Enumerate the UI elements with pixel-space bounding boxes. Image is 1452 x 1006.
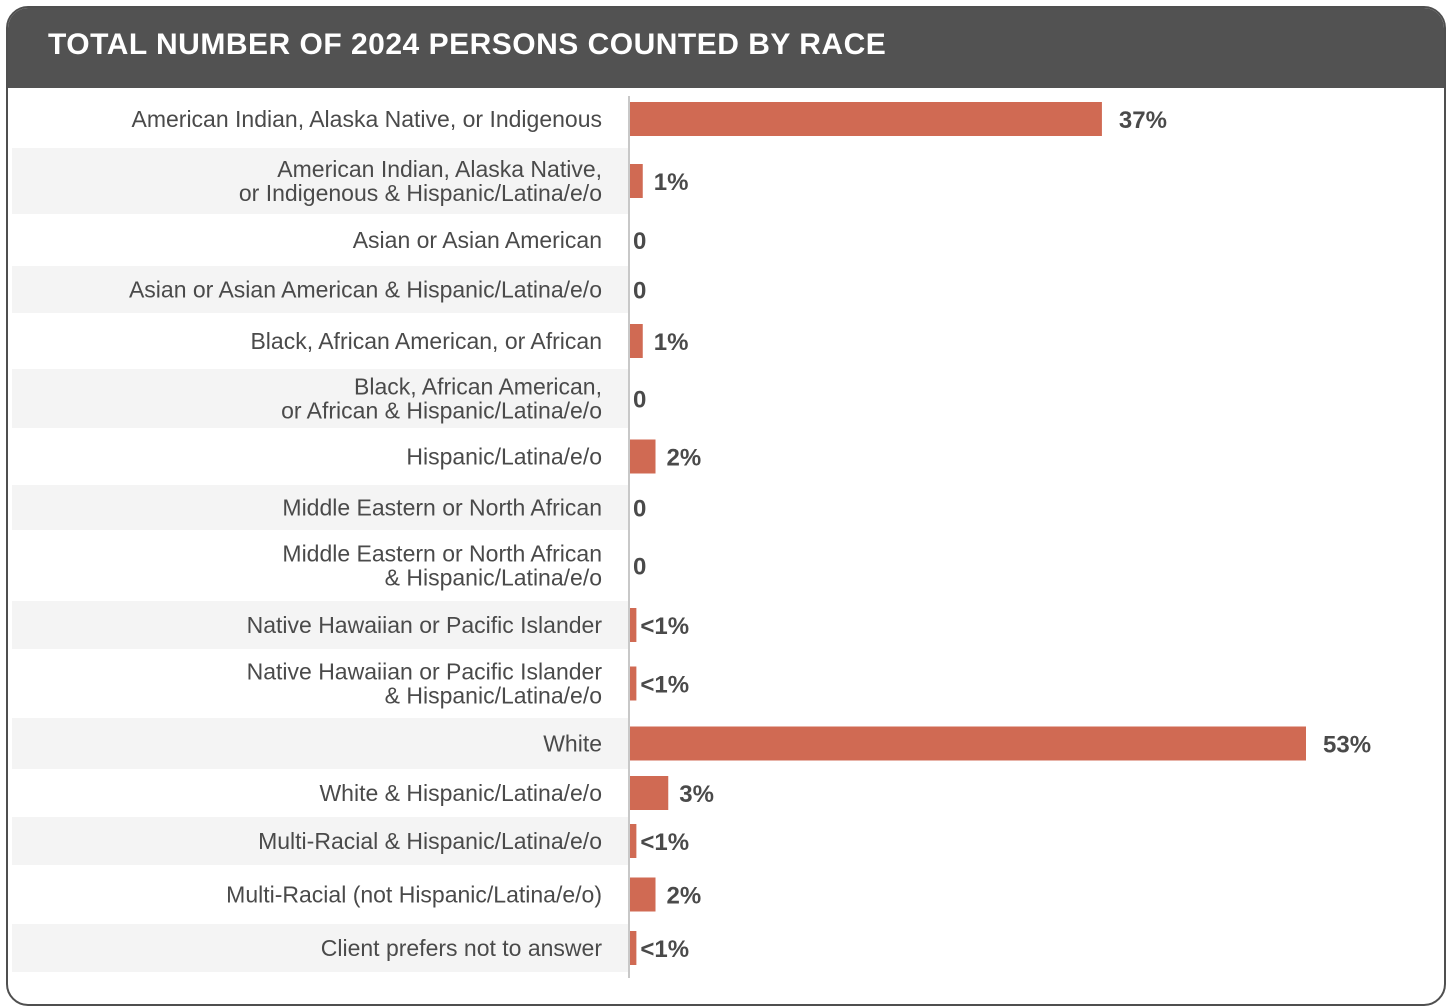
row-band	[12, 718, 629, 769]
row-band	[12, 369, 629, 428]
bar	[630, 776, 669, 810]
category-label: Client prefers not to answer	[321, 935, 603, 961]
value-label: 1%	[654, 329, 689, 356]
value-label: <1%	[640, 672, 689, 699]
bar	[630, 608, 637, 642]
bar	[630, 931, 637, 965]
bar	[630, 877, 656, 912]
value-label: 0	[633, 554, 646, 581]
value-label: <1%	[640, 829, 689, 856]
category-label: American Indian, Alaska Native, or Indig…	[132, 106, 603, 132]
category-label: White & Hispanic/Latina/e/o	[319, 780, 602, 806]
category-label: Asian or Asian American & Hispanic/Latin…	[129, 277, 602, 303]
bar	[630, 726, 1306, 761]
bar	[630, 439, 656, 474]
category-label: Asian or Asian American	[353, 227, 602, 253]
row-band	[12, 924, 629, 972]
category-label: Native Hawaiian or Pacific Islander	[247, 612, 603, 638]
category-label: Native Hawaiian or Pacific Islander & His…	[247, 659, 603, 709]
category-label: White	[543, 731, 602, 757]
bar	[630, 102, 1102, 136]
bar	[630, 824, 637, 858]
category-label: Middle Eastern or North African	[282, 495, 602, 521]
row-band	[12, 485, 629, 530]
bar-chart: American Indian, Alaska Native, or Indig…	[12, 96, 1371, 978]
category-label: Multi-Racial (not Hispanic/Latina/e/o)	[226, 882, 602, 908]
row-band	[12, 148, 629, 214]
value-label: 0	[633, 387, 646, 414]
chart-card: TOTAL NUMBER OF 2024 PERSONS COUNTED BY …	[6, 6, 1446, 1006]
value-label: 53%	[1323, 732, 1371, 759]
value-label: 2%	[667, 883, 702, 910]
row-band	[12, 817, 629, 865]
bar	[630, 164, 643, 198]
value-label: 0	[633, 228, 646, 255]
value-label: <1%	[640, 936, 689, 963]
value-label: 0	[633, 496, 646, 523]
value-label: <1%	[640, 613, 689, 640]
category-label: Middle Eastern or North African & Hispani…	[282, 541, 602, 591]
value-label: 2%	[667, 445, 702, 472]
category-label: Black, African American, or African & His…	[281, 374, 602, 424]
chart-header: TOTAL NUMBER OF 2024 PERSONS COUNTED BY …	[8, 8, 1444, 88]
chart-title: TOTAL NUMBER OF 2024 PERSONS COUNTED BY …	[48, 28, 887, 61]
row-band	[12, 266, 629, 313]
value-label: 1%	[654, 169, 689, 196]
category-label: Black, African American, or African	[250, 328, 602, 354]
category-label: Multi-Racial & Hispanic/Latina/e/o	[258, 828, 602, 854]
value-label: 3%	[679, 781, 714, 808]
value-label: 37%	[1119, 107, 1167, 134]
bar	[630, 324, 643, 358]
value-label: 0	[633, 278, 646, 305]
row-band	[12, 601, 629, 649]
bar	[630, 666, 637, 701]
category-label: American Indian, Alaska Native, or Indige…	[239, 156, 602, 206]
category-label: Hispanic/Latina/e/o	[406, 444, 602, 470]
